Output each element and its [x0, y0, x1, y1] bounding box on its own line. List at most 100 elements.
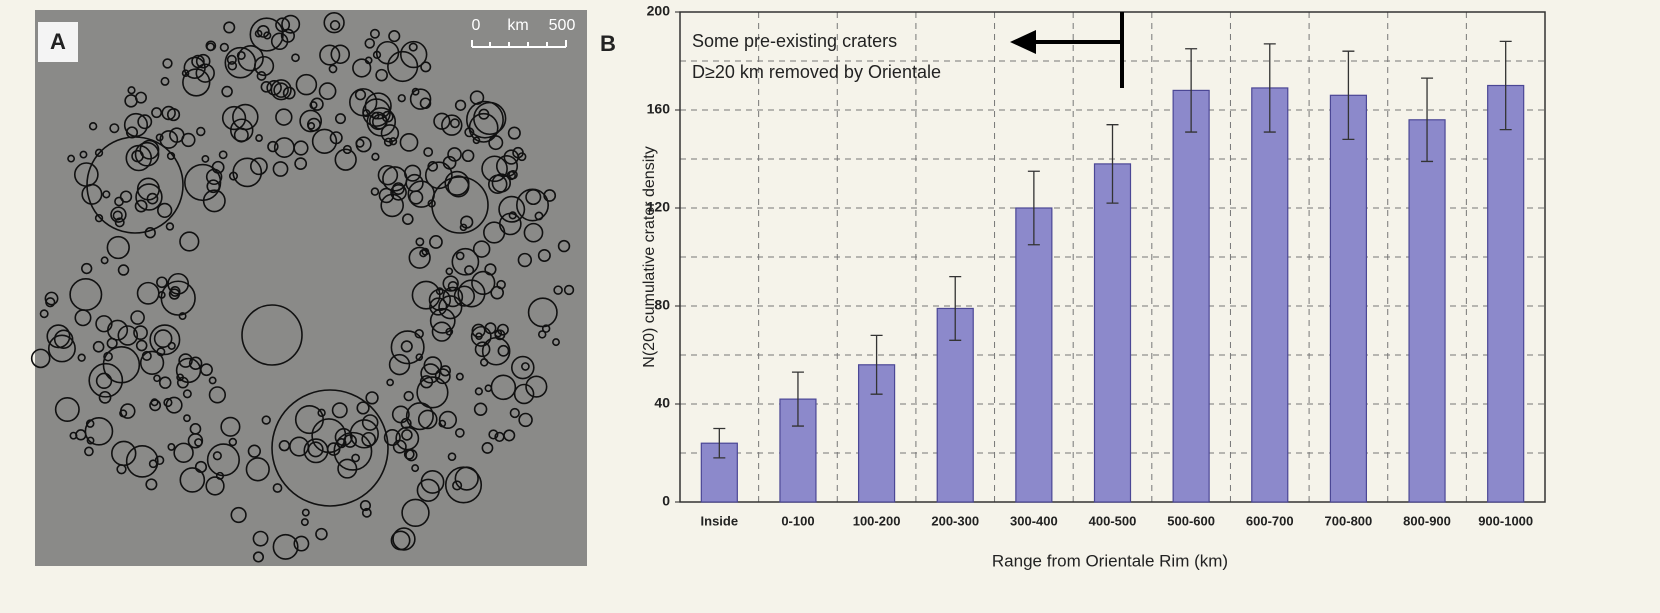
crater	[86, 436, 95, 445]
crater	[173, 442, 194, 464]
crater	[455, 251, 465, 261]
crater	[352, 58, 372, 78]
crater	[429, 297, 448, 316]
crater	[226, 54, 237, 65]
crater	[494, 329, 506, 341]
crater	[447, 452, 457, 462]
crater	[459, 223, 468, 232]
crater	[79, 150, 88, 159]
crater	[272, 483, 283, 493]
crater	[247, 444, 262, 458]
crater-outlines	[30, 11, 575, 563]
crater	[438, 410, 458, 430]
crater	[369, 28, 380, 39]
crater	[447, 175, 470, 198]
crater	[280, 28, 295, 43]
crater	[220, 416, 241, 437]
crater	[256, 71, 267, 81]
crater	[125, 444, 159, 478]
crater	[471, 270, 496, 296]
crater	[256, 24, 270, 38]
crater	[228, 171, 239, 181]
crater	[455, 372, 464, 381]
x-tick-label: 0-100	[781, 513, 814, 528]
crater	[389, 137, 398, 146]
crater	[84, 416, 114, 446]
crater	[103, 351, 113, 362]
x-tick-label: 800-900	[1403, 513, 1451, 528]
crater	[361, 507, 372, 518]
crater	[433, 112, 451, 130]
crater	[449, 118, 460, 129]
crater	[553, 285, 563, 295]
crater	[401, 498, 430, 528]
crater	[116, 464, 127, 475]
scale-unit: km	[507, 17, 528, 34]
crater	[403, 448, 415, 460]
crater	[178, 312, 187, 321]
crater	[208, 376, 217, 385]
error-bar	[870, 334, 883, 395]
crater	[157, 202, 173, 219]
crater	[491, 173, 512, 193]
crater	[281, 14, 301, 34]
crater	[153, 374, 161, 383]
crater	[156, 276, 168, 289]
crater	[420, 470, 445, 494]
crater	[228, 437, 238, 447]
scale-bar	[471, 40, 567, 48]
y-tick-label: 40	[654, 395, 670, 411]
crater	[205, 476, 225, 496]
crater	[291, 53, 300, 63]
crater	[47, 334, 76, 363]
crater	[144, 227, 156, 239]
crater	[175, 357, 202, 384]
crater	[179, 467, 206, 493]
crater	[159, 130, 179, 149]
crater	[503, 149, 519, 165]
crater	[273, 82, 289, 98]
crater	[405, 402, 434, 431]
crater	[102, 345, 141, 384]
bar	[1408, 119, 1446, 503]
crater	[429, 307, 456, 334]
crater	[139, 350, 165, 375]
crater	[178, 353, 193, 368]
bar	[1015, 207, 1053, 503]
crater	[392, 527, 416, 551]
crater	[245, 457, 270, 482]
crater	[496, 323, 509, 336]
crater	[521, 362, 530, 371]
crater	[429, 235, 443, 249]
bar	[1093, 163, 1132, 503]
crater	[182, 68, 211, 97]
panel-label-box	[38, 22, 78, 62]
plot: 0 40 80 120 160 200 Inside 0-100 100-200 200-300 3…	[647, 3, 1546, 528]
crater	[30, 348, 51, 369]
crater	[167, 341, 176, 350]
crater	[387, 50, 419, 83]
crater	[481, 442, 494, 454]
crater	[106, 235, 130, 260]
error-bar	[1263, 43, 1276, 133]
crater	[100, 256, 109, 265]
bar	[1251, 87, 1289, 503]
crater	[411, 464, 420, 473]
crater	[149, 324, 181, 356]
crater	[230, 506, 247, 524]
crater	[252, 551, 265, 563]
crater	[158, 376, 172, 389]
crater	[167, 442, 176, 451]
crater	[431, 321, 452, 342]
crater	[516, 188, 550, 222]
y-axis-label: N(20) cumulative crater density	[641, 146, 658, 367]
error-bar	[791, 371, 804, 427]
crater	[517, 252, 533, 268]
crater	[254, 29, 263, 38]
crater	[470, 325, 492, 347]
annotation-arrow	[1030, 12, 1124, 88]
crater	[311, 128, 338, 154]
crater	[498, 212, 522, 236]
crater	[506, 170, 516, 181]
crater	[135, 183, 163, 211]
